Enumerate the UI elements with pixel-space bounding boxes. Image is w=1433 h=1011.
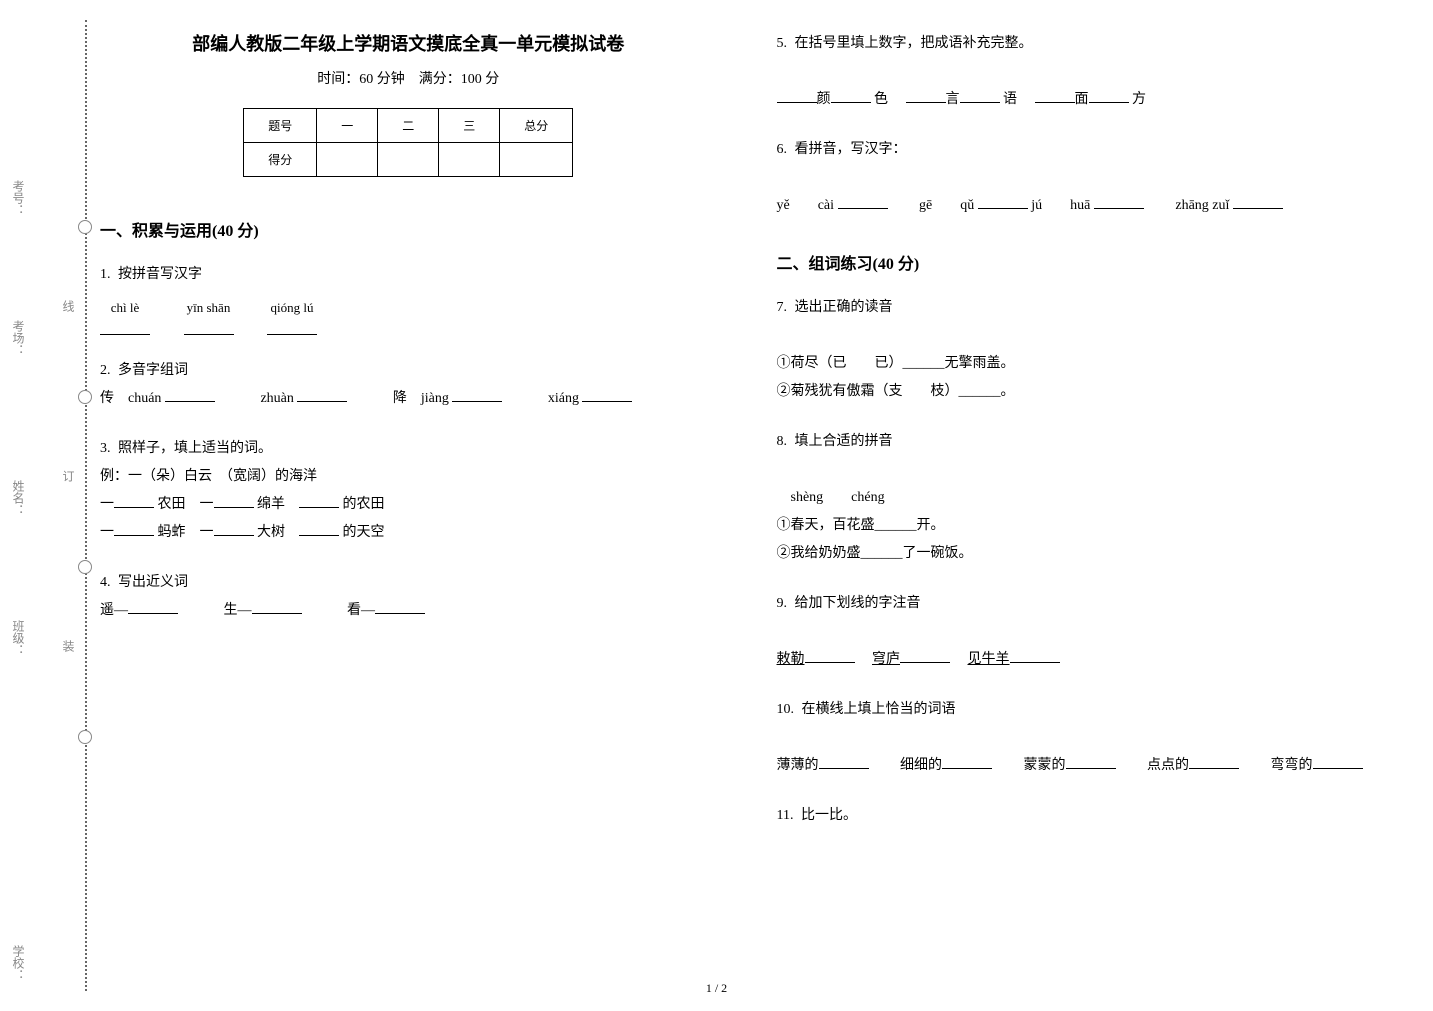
td: 得分 xyxy=(244,143,317,177)
q-num: 10. xyxy=(777,702,795,717)
seal-char: 订 xyxy=(60,470,77,490)
score-table: 题号 一 二 三 总分 得分 xyxy=(243,108,573,177)
q-text: 多音字组词 xyxy=(118,363,188,378)
table-row: 题号 一 二 三 总分 xyxy=(244,109,573,143)
td xyxy=(439,143,500,177)
th: 题号 xyxy=(244,109,317,143)
label-school: 学校： xyxy=(10,945,27,981)
time-score: 时间：60 分钟 满分：100 分 xyxy=(100,68,717,88)
q-text: 填上合适的拼音 xyxy=(795,434,893,449)
q-num: 9. xyxy=(777,596,788,611)
pinyin-item: chì lè xyxy=(100,295,150,335)
q2-line: xiáng xyxy=(548,391,579,406)
question-6: 6. 看拼音，写汉字： yě cài gē qǔ jú huā zhāng zu… xyxy=(777,136,1394,220)
td xyxy=(378,143,439,177)
q-num: 11. xyxy=(777,808,794,823)
right-column: 5. 在括号里填上数字，把成语补充完整。 颜 色 言 语 面 方 6. 看拼音，… xyxy=(777,20,1394,991)
q2-line: 降 jiàng xyxy=(393,391,449,406)
question-11: 11. 比一比。 xyxy=(777,802,1394,830)
binding-circle xyxy=(78,220,92,234)
question-10: 10. 在横线上填上恰当的词语 薄薄的 细细的 蒙蒙的 点点的 弯弯的 xyxy=(777,696,1394,780)
binding-circle xyxy=(78,560,92,574)
td xyxy=(317,143,378,177)
td xyxy=(500,143,573,177)
q-text: 在括号里填上数字，把成语补充完整。 xyxy=(795,36,1033,51)
example: 例：一（朵）白云 （宽阔）的海洋 xyxy=(100,469,317,484)
binding-circle xyxy=(78,730,92,744)
pinyin-item: qióng lú xyxy=(267,295,317,335)
question-9: 9. 给加下划线的字注音 敕勒 穹庐 见牛羊 xyxy=(777,590,1394,674)
table-row: 得分 xyxy=(244,143,573,177)
q-text: 看拼音，写汉字： xyxy=(795,142,907,157)
th: 二 xyxy=(378,109,439,143)
dotted-binding-line xyxy=(85,20,87,991)
q2-line: 传 chuán xyxy=(100,391,161,406)
label-room: 考场： xyxy=(10,320,27,356)
exam-title: 部编人教版二年级上学期语文摸底全真一单元模拟试卷 xyxy=(100,30,717,56)
q-num: 1. xyxy=(100,267,111,282)
q-num: 3. xyxy=(100,441,111,456)
seal-char: 线 xyxy=(60,300,77,320)
question-5: 5. 在括号里填上数字，把成语补充完整。 颜 色 言 语 面 方 xyxy=(777,30,1394,114)
binding-margin: 学校： 班级： 姓名： 考场： 考号： 装 订 线 xyxy=(0,0,100,1011)
q-text: 比一比。 xyxy=(801,808,857,823)
pinyin-row: chì lè yīn shān qióng lú xyxy=(100,295,717,335)
binding-circle xyxy=(78,390,92,404)
seal-char: 装 xyxy=(60,640,77,660)
section2-title: 二、组词练习(40 分) xyxy=(777,250,1394,274)
question-4: 4. 写出近义词 遥— 生— 看— xyxy=(100,569,717,625)
q-text: 给加下划线的字注音 xyxy=(795,596,921,611)
question-2: 2. 多音字组词 传 chuán zhuàn 降 jiàng xiáng xyxy=(100,357,717,413)
question-3: 3. 照样子，填上适当的词。 例：一（朵）白云 （宽阔）的海洋 一 农田 一 绵… xyxy=(100,435,717,547)
q-num: 4. xyxy=(100,575,111,590)
q-num: 5. xyxy=(777,36,788,51)
question-8: 8. 填上合适的拼音 shèng chéng ①春天，百花盛______开。 ②… xyxy=(777,428,1394,568)
q2-line: zhuàn xyxy=(260,391,293,406)
blank xyxy=(165,388,215,402)
label-class: 班级： xyxy=(10,620,27,656)
left-column: 部编人教版二年级上学期语文摸底全真一单元模拟试卷 时间：60 分钟 满分：100… xyxy=(100,20,717,991)
q-num: 6. xyxy=(777,142,788,157)
pinyin-opts: shèng chéng xyxy=(777,484,1394,512)
pinyin-item: yīn shān xyxy=(184,295,234,335)
q-text: 按拼音写汉字 xyxy=(118,267,202,282)
label-name: 姓名： xyxy=(10,480,27,516)
section1-title: 一、积累与运用(40 分) xyxy=(100,217,717,241)
blank xyxy=(297,388,347,402)
q-num: 2. xyxy=(100,363,111,378)
blank xyxy=(452,388,502,402)
question-7: 7. 选出正确的读音 ①荷尽（已 已）______无擎雨盖。 ②菊残犹有傲霜（支… xyxy=(777,294,1394,406)
page-number: 1 / 2 xyxy=(706,981,727,996)
main-content: 部编人教版二年级上学期语文摸底全真一单元模拟试卷 时间：60 分钟 满分：100… xyxy=(100,20,1393,991)
q-text: 照样子，填上适当的词。 xyxy=(118,441,272,456)
q-text: 在横线上填上恰当的词语 xyxy=(802,702,956,717)
th: 一 xyxy=(317,109,378,143)
question-1: 1. 按拼音写汉字 chì lè yīn shān qióng lú xyxy=(100,261,717,335)
q-num: 8. xyxy=(777,434,788,449)
blank xyxy=(582,388,632,402)
th: 总分 xyxy=(500,109,573,143)
q-text: 写出近义词 xyxy=(118,575,188,590)
th: 三 xyxy=(439,109,500,143)
q-num: 7. xyxy=(777,300,788,315)
q-text: 选出正确的读音 xyxy=(795,300,893,315)
label-id: 考号： xyxy=(10,180,27,216)
